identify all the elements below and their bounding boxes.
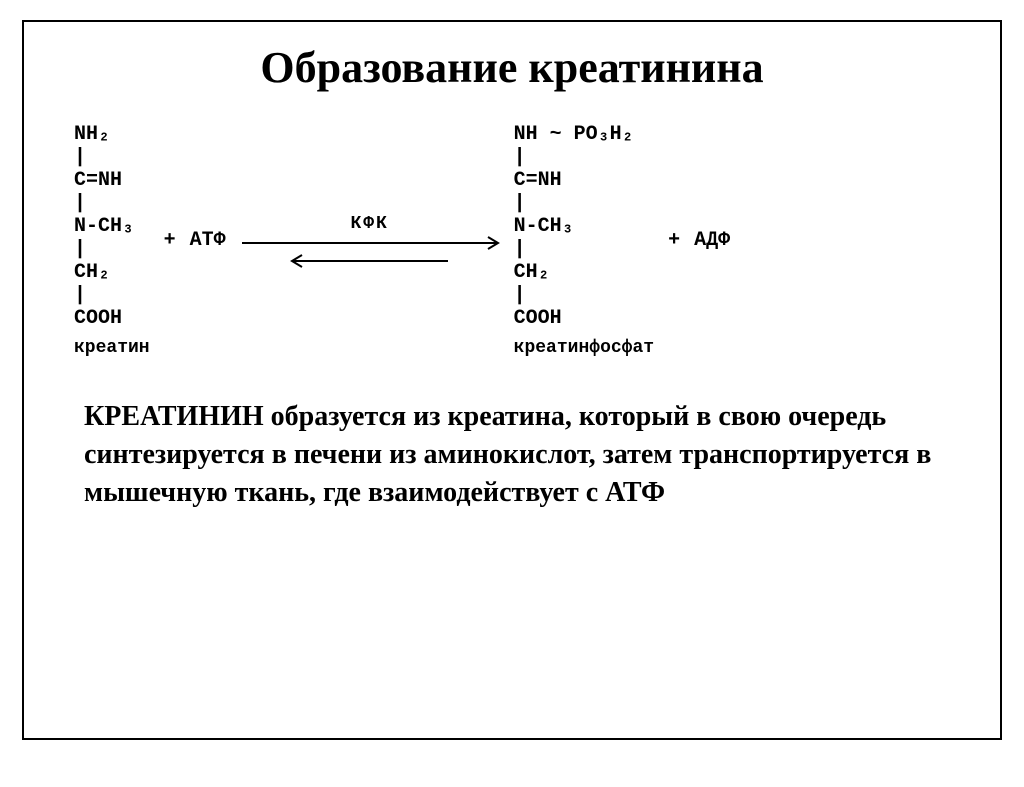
reverse-arrow-icon <box>290 254 450 268</box>
atp-term: АТФ <box>190 229 226 252</box>
slide-frame: Образование креатинина NH₂ | C=NH | N-CH… <box>22 20 1002 740</box>
chemical-reaction: NH₂ | C=NH | N-CH₃ | CH₂ | COOH креатин … <box>74 123 980 358</box>
adp-term: АДФ <box>694 229 730 252</box>
creatine-phosphate-structure: NH ~ PO₃H₂ | C=NH | N-CH₃ | CH₂ | COOH <box>514 123 634 330</box>
forward-arrow-icon <box>240 236 500 250</box>
plus-left: + <box>164 229 176 252</box>
creatine-label: креатин <box>74 338 150 358</box>
creatine-phosphate-column: NH ~ PO₃H₂ | C=NH | N-CH₃ | CH₂ | COOH к… <box>514 123 654 358</box>
description-paragraph: КРЕАТИНИН образуется из креатина, которы… <box>84 398 940 511</box>
reaction-arrows: КФК <box>240 214 500 268</box>
plus-right: + <box>668 229 680 252</box>
slide-title: Образование креатинина <box>44 42 980 93</box>
creatine-phosphate-label: креатинфосфат <box>514 338 654 358</box>
creatine-column: NH₂ | C=NH | N-CH₃ | CH₂ | COOH креатин <box>74 123 150 358</box>
creatine-structure: NH₂ | C=NH | N-CH₃ | CH₂ | COOH <box>74 123 134 330</box>
enzyme-label: КФК <box>350 214 388 234</box>
arrow-svg-wrap <box>240 236 500 268</box>
